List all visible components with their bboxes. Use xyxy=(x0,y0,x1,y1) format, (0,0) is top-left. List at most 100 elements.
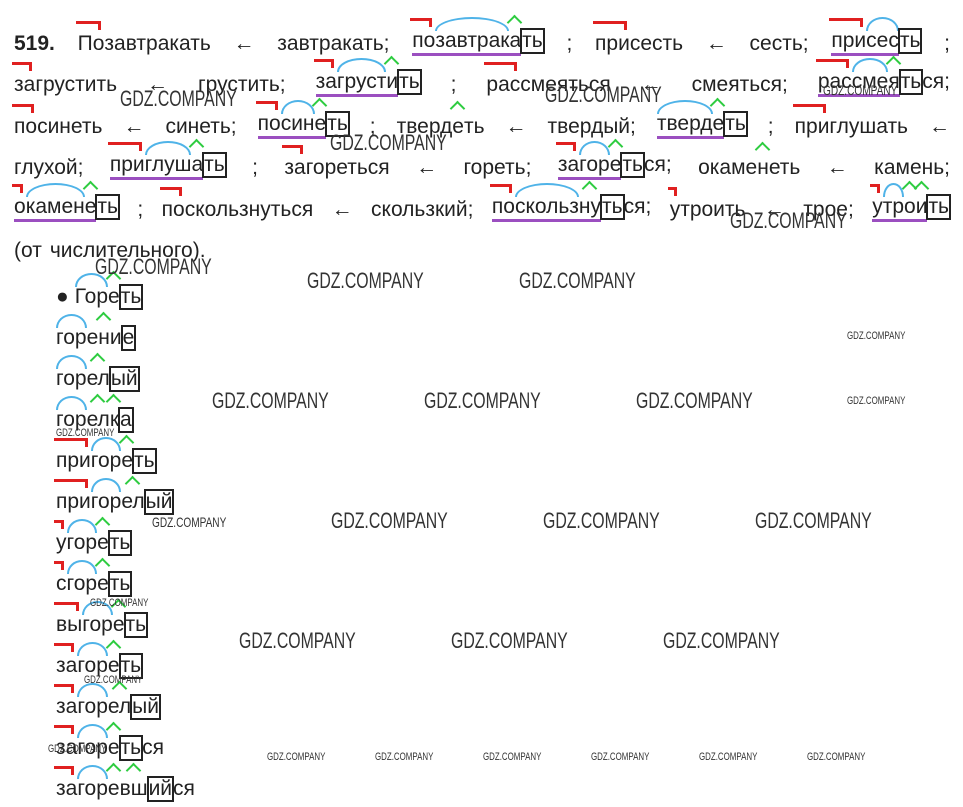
morpheme: гор xyxy=(66,560,98,595)
word: завтракать; xyxy=(277,32,389,56)
morpheme: при xyxy=(54,438,91,472)
morpheme: по xyxy=(11,103,38,138)
morpheme: е xyxy=(97,531,109,554)
morpheme: сесть; xyxy=(749,31,809,55)
morpheme: тверд xyxy=(396,114,453,138)
word: пригореть xyxy=(54,437,157,474)
watermark: GDZ.COMPANY xyxy=(90,597,149,609)
morpheme: грустить xyxy=(35,73,118,96)
morpheme: ; xyxy=(944,70,950,93)
morpheme: ть xyxy=(520,27,545,54)
morpheme: ть xyxy=(723,110,748,137)
word: Позавтракать xyxy=(75,20,211,56)
morpheme: к xyxy=(109,408,119,431)
list-item: загореть xyxy=(53,637,195,679)
watermark: GDZ.COMPANY xyxy=(84,674,143,686)
morpheme: 519. xyxy=(14,31,55,55)
morpheme: ел xyxy=(107,695,132,718)
morpheme: по xyxy=(159,186,185,221)
morpheme: ← xyxy=(505,114,527,138)
morpheme: е xyxy=(120,325,137,351)
morpheme: еть xyxy=(768,156,801,179)
word: синеть; xyxy=(165,115,236,139)
morpheme: ть xyxy=(118,735,144,761)
morpheme: ся xyxy=(623,194,646,218)
morpheme: при xyxy=(54,479,91,513)
morpheme: ся xyxy=(643,153,666,176)
word: пригорелый xyxy=(54,478,175,515)
morpheme: при xyxy=(792,103,830,138)
morpheme: у xyxy=(54,520,67,554)
morpheme: грустить; xyxy=(198,73,286,96)
morpheme: ; xyxy=(450,73,457,96)
watermark: GDZ.COMPANY xyxy=(483,751,542,763)
word: грустить; xyxy=(198,73,286,97)
morpheme: камень; xyxy=(874,156,950,179)
morpheme: гор xyxy=(90,437,122,472)
word: ; xyxy=(566,32,572,56)
word: присесть xyxy=(593,20,683,56)
list-item: угореть xyxy=(54,514,195,556)
morpheme: ; xyxy=(369,114,376,138)
watermark: GDZ.COMPANY xyxy=(331,508,448,533)
list-item: пригорелый xyxy=(54,473,195,515)
word-list: ● Гореть горение горелый горелка пригореть при… xyxy=(53,268,195,802)
morpheme: за xyxy=(11,62,36,96)
morpheme: у xyxy=(667,186,681,221)
morpheme: при xyxy=(593,20,630,55)
word: ← xyxy=(416,156,437,180)
morpheme: за xyxy=(53,684,78,718)
morpheme: ый xyxy=(108,366,140,392)
morpheme: за xyxy=(282,145,306,179)
morpheme: ть xyxy=(463,114,485,138)
morpheme: е xyxy=(108,285,120,308)
word: ← xyxy=(827,156,848,180)
morpheme: ел xyxy=(86,367,110,390)
watermark: GDZ.COMPANY xyxy=(212,388,329,413)
word: ← xyxy=(764,198,785,222)
word: поскользнуться xyxy=(159,186,313,222)
word: камень; xyxy=(874,156,950,180)
morpheme: гор xyxy=(56,314,87,349)
morpheme: ← xyxy=(826,156,848,179)
word: Гореть xyxy=(74,273,144,310)
list-item: выгореть xyxy=(53,596,195,638)
watermark: GDZ.COMPANY xyxy=(823,82,898,98)
morpheme: смеяться; xyxy=(691,73,788,96)
watermark: GDZ.COMPANY xyxy=(120,86,237,111)
word: позавтракать xyxy=(410,16,545,56)
word: ← xyxy=(706,32,727,56)
morpheme: ся xyxy=(173,777,195,800)
morpheme: е xyxy=(121,449,134,472)
word: гореть; xyxy=(463,156,531,180)
morpheme: глухой; xyxy=(14,156,84,179)
word: смеяться; xyxy=(692,73,788,97)
word: приглушать xyxy=(107,141,227,180)
morpheme: ся xyxy=(922,70,945,93)
morpheme: у xyxy=(870,183,883,222)
morpheme: завтракать; xyxy=(277,31,390,55)
morpheme: ся xyxy=(142,736,164,759)
word: загореться xyxy=(282,145,390,180)
word: твердый; xyxy=(548,115,636,139)
morpheme: груст xyxy=(336,58,387,97)
watermark: GDZ.COMPANY xyxy=(807,751,866,763)
word: ← xyxy=(147,73,168,97)
morpheme: е xyxy=(84,195,97,222)
morpheme: ← xyxy=(640,73,662,96)
morpheme: ть xyxy=(132,448,157,474)
watermark: GDZ.COMPANY xyxy=(591,751,650,763)
morpheme: (от xyxy=(14,239,42,262)
morpheme: ть xyxy=(202,152,227,178)
morpheme: ← xyxy=(763,197,785,221)
word: загореться xyxy=(53,724,164,761)
morpheme: ; xyxy=(252,156,258,179)
morpheme: по xyxy=(489,183,515,222)
morpheme: числительного). xyxy=(49,239,206,262)
watermark: GDZ.COMPANY xyxy=(95,254,212,279)
word: ← xyxy=(123,115,144,139)
morpheme: при xyxy=(829,17,867,56)
morpheme: гор xyxy=(90,478,122,513)
morpheme: ени xyxy=(86,326,122,349)
